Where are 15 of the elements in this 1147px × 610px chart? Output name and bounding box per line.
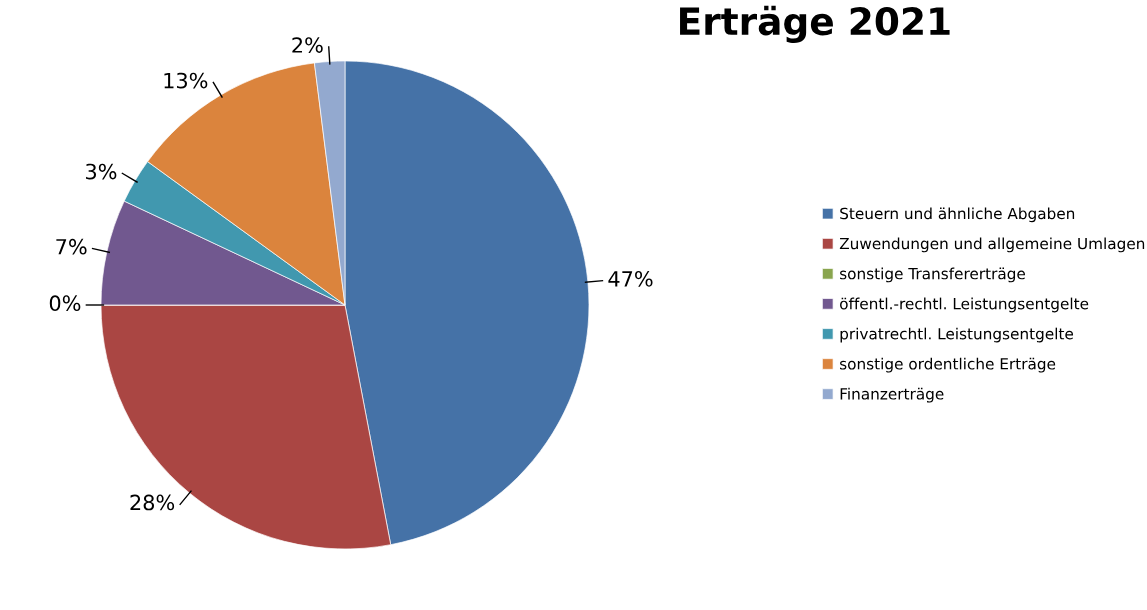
data-label: 28%: [130, 494, 175, 511]
legend-label: sonstige ordentliche Erträge: [840, 357, 1056, 373]
legend-label: öffentl.-rechtl. Leistungsentgelte: [840, 297, 1089, 313]
legend-label: privatrechtl. Leistungsentgelte: [840, 327, 1074, 343]
data-label: 47%: [608, 270, 653, 287]
legend-label: sonstige Transfererträge: [840, 267, 1026, 283]
data-label: 3%: [86, 163, 117, 180]
data-label: 7%: [56, 238, 87, 255]
legend-label: Finanzerträge: [840, 387, 944, 403]
data-label: 2%: [292, 37, 323, 53]
data-label: 13%: [164, 72, 208, 89]
legend-label: Steuern und ähnliche Abgaben: [840, 207, 1075, 223]
chart-title: Erträge 2021: [680, 5, 950, 43]
text: 0%: [49, 295, 81, 312]
legend-label: Zuwendungen und allgemeine Umlagen: [839, 237, 1145, 253]
